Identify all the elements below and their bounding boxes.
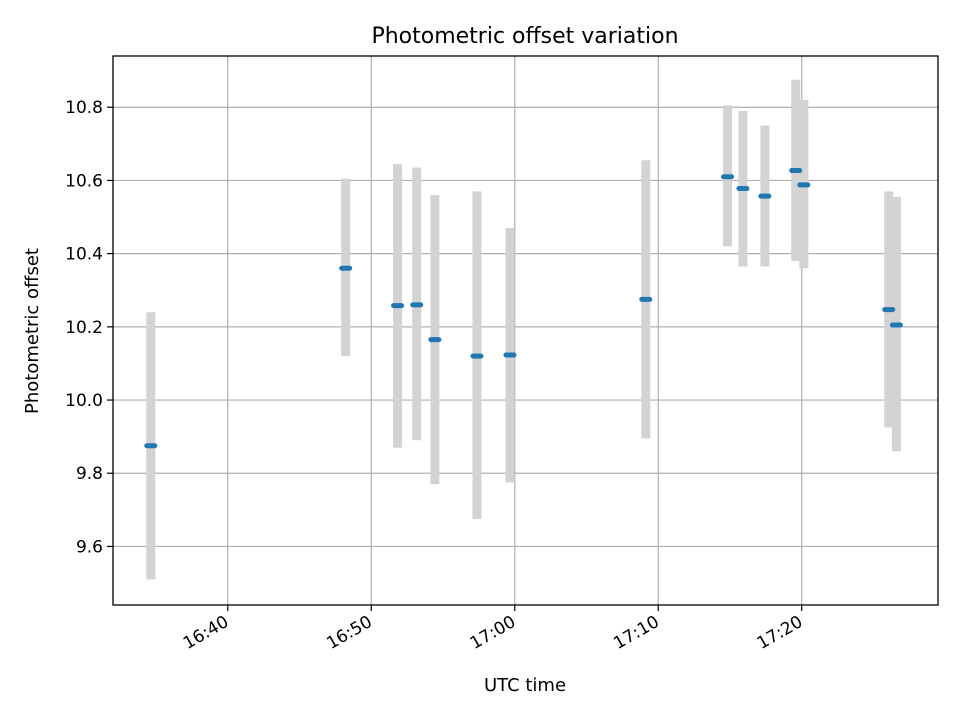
y-axis-label: Photometric offset xyxy=(22,248,43,414)
chart-title: Photometric offset variation xyxy=(371,24,678,49)
marker-layer xyxy=(144,168,903,449)
y-tick-label: 10.6 xyxy=(65,171,103,191)
x-axis-label: UTC time xyxy=(484,675,566,696)
y-tick-label: 10.4 xyxy=(65,245,103,265)
y-tick-label: 10.0 xyxy=(65,391,103,411)
y-tick-label: 10.8 xyxy=(65,98,103,118)
plot-frame xyxy=(112,55,939,606)
y-tick-label: 9.6 xyxy=(76,537,103,557)
y-tick-label: 10.2 xyxy=(65,318,103,338)
y-tick-label: 9.8 xyxy=(76,464,103,484)
